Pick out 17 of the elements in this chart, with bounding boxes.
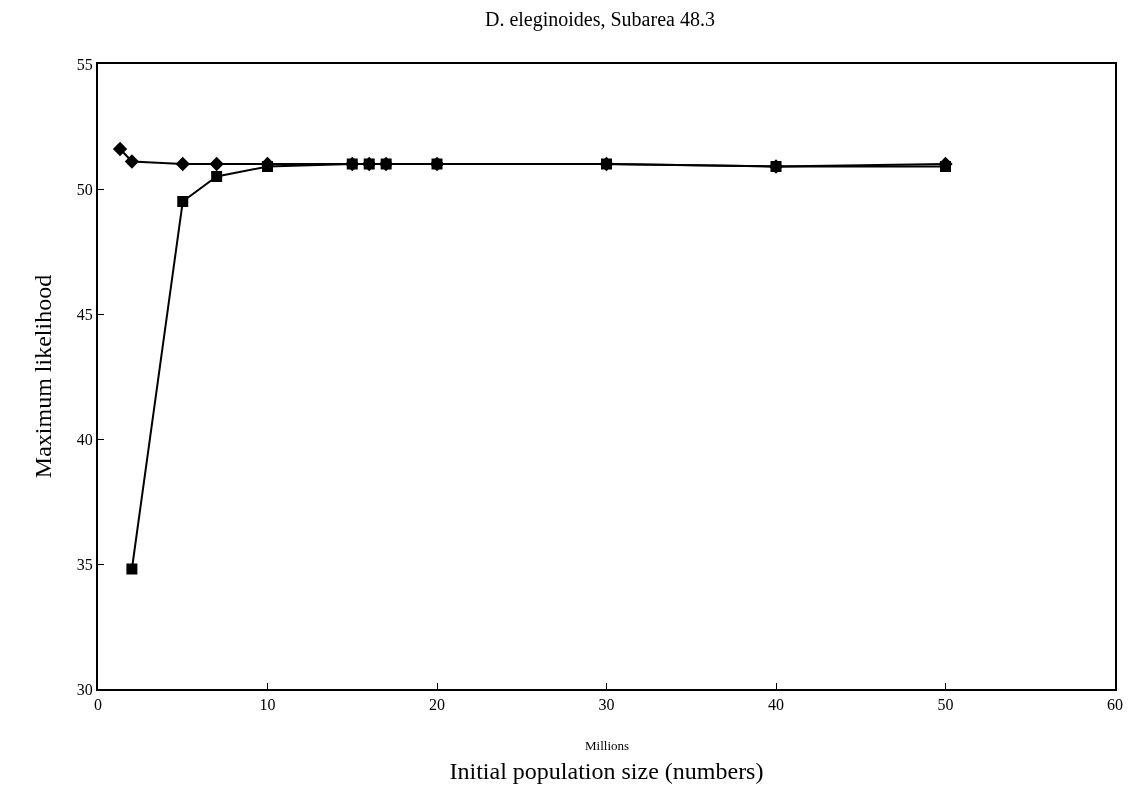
y-tick-label: 45 (76, 305, 93, 323)
y-tick-label: 35 (76, 555, 93, 573)
chart-title: D. eleginoides, Subarea 48.3 (484, 8, 715, 32)
y-tick-label: 55 (76, 55, 93, 73)
y-tick-label: 40 (76, 430, 93, 448)
y-tick-label: 50 (76, 180, 93, 198)
x-tick-label: 20 (429, 696, 445, 714)
x-tick-label: 30 (598, 696, 615, 714)
x-axis-title: Initial population size (numbers) (449, 758, 764, 784)
text: Millions (585, 738, 630, 753)
x-tick-label: 0 (94, 696, 102, 714)
y-tick-label: 30 (76, 680, 93, 698)
y-axis-title: Maximum likelihood (30, 274, 57, 479)
x-tick-label: 50 (937, 696, 954, 714)
x-tick-label: 60 (1107, 696, 1123, 714)
x-tick-label: 40 (768, 696, 784, 714)
x-tick-label: 10 (259, 696, 276, 714)
